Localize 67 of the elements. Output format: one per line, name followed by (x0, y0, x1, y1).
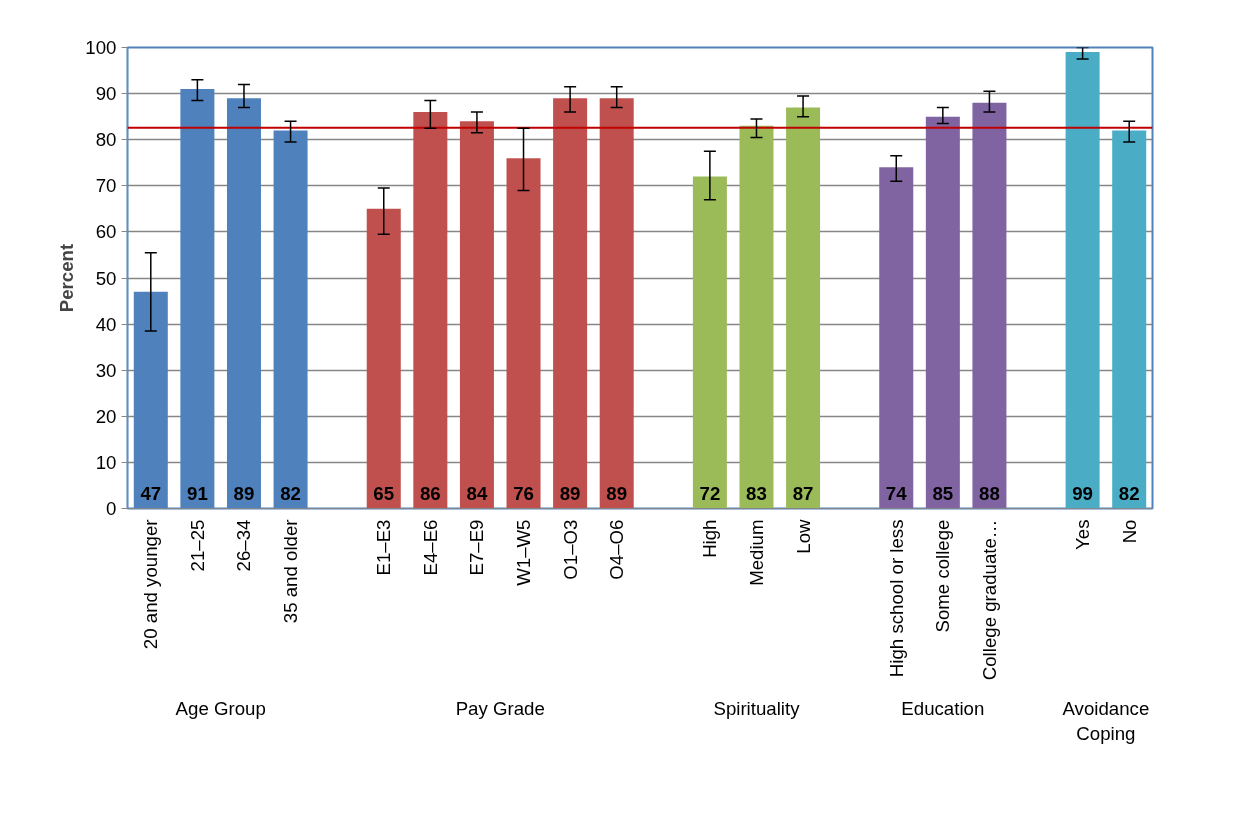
data-label: 87 (792, 482, 814, 504)
y-axis-title: Percent (56, 243, 78, 313)
x-tick-label: High (699, 519, 721, 558)
text: Spirituality (713, 697, 801, 719)
y-tick-label: 10 (95, 451, 117, 473)
data-label: 84 (466, 482, 488, 504)
text: Education (901, 697, 985, 719)
data-label: 76 (513, 482, 534, 504)
y-tick-label: 100 (85, 37, 117, 58)
y-tick-label: 70 (95, 175, 117, 197)
bar (1065, 52, 1100, 509)
bar (692, 176, 727, 509)
y-tick-label: 40 (95, 313, 117, 335)
x-tick-label: Yes (1072, 519, 1094, 550)
data-label: 99 (1072, 482, 1093, 504)
x-tick-label: Medium (745, 519, 767, 586)
text: Pay Grade (455, 697, 545, 719)
x-tick-label: W1–W5 (513, 519, 535, 586)
y-tick-label: 60 (95, 221, 117, 243)
y-tick-label: 30 (95, 359, 117, 381)
x-tick-label: Some college (932, 519, 954, 633)
x-tick-label: 35 and older (280, 519, 302, 624)
x-tick-label: High school or less (885, 519, 907, 678)
y-tick-label: 20 (95, 405, 117, 427)
y-tick-label: 80 (95, 129, 117, 151)
x-tick-label: 20 and younger (140, 519, 162, 650)
data-label: 89 (559, 482, 581, 504)
bar (925, 116, 960, 509)
data-label: 83 (746, 482, 767, 504)
data-label: 65 (373, 482, 395, 504)
bar (739, 125, 774, 509)
x-tick-label: 26–34 (233, 519, 255, 572)
bar (972, 102, 1007, 509)
bar (786, 107, 821, 509)
bar (1112, 130, 1147, 509)
data-label: 72 (699, 482, 721, 504)
x-tick-label: 21–25 (186, 519, 208, 572)
data-label: 89 (233, 482, 255, 504)
bar (599, 98, 634, 509)
bar (413, 112, 448, 509)
data-label: 82 (1118, 482, 1140, 504)
data-label: 91 (187, 482, 208, 504)
x-tick-label: No (1118, 519, 1140, 544)
x-tick-label: Low (792, 518, 814, 554)
data-label: 85 (932, 482, 954, 504)
data-label: 88 (979, 482, 1000, 504)
bar (459, 121, 494, 509)
data-label: 89 (606, 482, 628, 504)
x-tick-label: E4–E6 (419, 519, 441, 576)
x-tick-label: E1–E3 (373, 519, 395, 576)
x-tick-label: O1–O3 (559, 519, 581, 580)
bar (879, 167, 914, 509)
y-tick-label: 50 (95, 267, 117, 289)
y-tick-label: 0 (106, 498, 117, 519)
x-tick-label: E7–E9 (466, 519, 488, 576)
x-tick-label: O4–O6 (606, 519, 628, 580)
bar (553, 98, 588, 509)
bar (506, 158, 541, 509)
bar (366, 208, 401, 509)
data-label: 86 (419, 482, 441, 504)
y-tick-label: 90 (95, 83, 117, 105)
data-label: 74 (885, 482, 908, 504)
text: Age Group (175, 697, 266, 719)
data-label: 82 (280, 482, 301, 504)
text: Avoidance Coping (1062, 697, 1150, 744)
x-tick-label: College graduate… (978, 519, 1000, 681)
data-label: 47 (140, 482, 162, 504)
